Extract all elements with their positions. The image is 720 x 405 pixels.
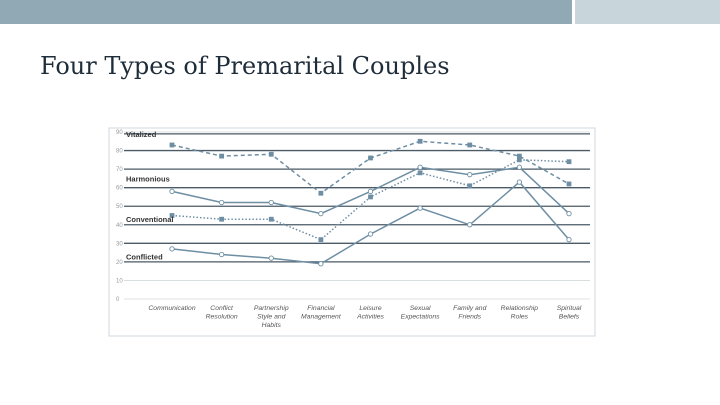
series-group <box>169 157 572 243</box>
series-group <box>169 179 572 267</box>
data-point <box>268 199 274 206</box>
series-label: Conflicted <box>126 252 163 261</box>
data-point <box>318 237 324 243</box>
y-tick-label: 70 <box>116 167 123 173</box>
data-point <box>169 188 175 195</box>
x-tick-label: Leisure Activities <box>356 305 384 321</box>
series-label: Vitalized <box>126 130 157 139</box>
data-point <box>467 222 473 228</box>
y-tick-label: 60 <box>116 186 123 192</box>
data-point <box>417 138 423 144</box>
y-tick-label: 40 <box>116 223 123 229</box>
data-point <box>467 183 473 189</box>
data-point <box>516 164 523 170</box>
x-tick-label: Communication <box>148 305 195 312</box>
data-point <box>268 216 274 222</box>
y-tick-label: 80 <box>116 149 123 155</box>
data-point <box>169 142 175 148</box>
y-tick-label: 0 <box>116 297 120 303</box>
data-point <box>318 190 324 196</box>
data-point <box>566 181 572 187</box>
y-tick-label: 90 <box>116 130 123 136</box>
data-point <box>417 170 423 176</box>
data-point <box>566 159 572 165</box>
data-point <box>218 199 225 206</box>
data-point <box>169 213 175 218</box>
top-accent-bar-light <box>575 0 720 24</box>
data-point <box>368 194 373 200</box>
x-tick-label: Partnership Style and Habits <box>254 305 289 329</box>
data-point <box>516 157 522 163</box>
data-point <box>367 188 374 195</box>
slide-title: Four Types of Premarital Couples <box>40 52 450 80</box>
data-point <box>467 142 473 148</box>
data-point <box>467 172 473 178</box>
data-point <box>268 255 274 261</box>
data-point <box>516 179 523 185</box>
y-tick-label: 10 <box>116 278 123 284</box>
y-tick-label: 30 <box>116 241 123 247</box>
x-tick-label: Spiritual Beliefs <box>557 305 582 321</box>
series-label: Harmonious <box>126 174 170 183</box>
data-point <box>219 153 225 159</box>
data-point <box>169 246 175 252</box>
x-tick-label: Sexual Expectations <box>401 305 441 321</box>
data-point <box>566 210 572 217</box>
data-point <box>368 155 373 161</box>
x-tick-label: Conflict Resolution <box>206 305 238 321</box>
data-point <box>268 151 274 157</box>
line-chart: 0 10 20 30 40 50 60 70 80 90 Vitalized Harmonious Co… <box>108 127 596 337</box>
chart-svg: 0 10 20 30 40 50 60 70 80 90 Vitalized Harmonious Co… <box>108 127 596 337</box>
x-tick-label: Relationship Roles <box>501 305 539 321</box>
data-point <box>318 210 324 217</box>
data-point <box>566 236 572 243</box>
series-label: Conventional <box>126 215 174 224</box>
data-point <box>417 164 423 170</box>
y-tick-label: 50 <box>116 204 123 210</box>
series-group <box>169 164 572 217</box>
data-point <box>367 231 374 237</box>
top-accent-bar <box>0 0 572 24</box>
x-tick-label: Family and Friends <box>453 305 486 321</box>
data-point <box>417 205 423 211</box>
data-point <box>318 261 324 267</box>
data-point <box>218 251 225 258</box>
x-tick-label: Financial Management <box>301 305 342 321</box>
series-group <box>169 138 572 196</box>
data-point <box>219 216 225 222</box>
y-tick-label: 20 <box>116 260 123 266</box>
